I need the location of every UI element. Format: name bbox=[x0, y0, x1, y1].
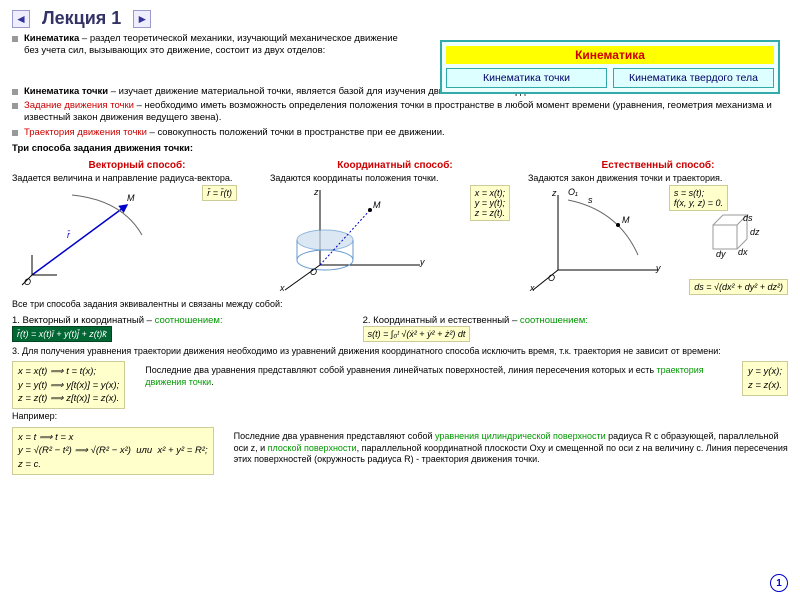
m3-formula1: s = s(t); f(x, y, z) = 0. bbox=[669, 185, 728, 211]
m2-desc: Задаются координаты положения точки. bbox=[270, 173, 520, 183]
m3-title: Естественный способ: bbox=[528, 160, 788, 171]
topic-sub1: Кинематика точки bbox=[446, 68, 607, 88]
method-vector: Векторный способ: Задается величина и на… bbox=[12, 160, 262, 295]
m3-formula2: ds = √(dx² + dy² + dz²) bbox=[689, 279, 788, 295]
label-s: s bbox=[588, 195, 593, 205]
label-ds: ds bbox=[743, 213, 753, 223]
m2-formula: x = x(t); y = y(t); z = z(t). bbox=[470, 185, 510, 221]
label-z: z bbox=[552, 188, 557, 198]
vector-diagram-svg bbox=[12, 185, 172, 295]
b2-text: – необходимо иметь возможность определен… bbox=[24, 100, 772, 123]
label-M: M bbox=[127, 193, 135, 203]
m2-diagram: z y x O M x = x(t); y = y(t); z = z(t). bbox=[270, 185, 520, 295]
label-M: M bbox=[622, 215, 630, 225]
b1-term: Кинематика точки bbox=[24, 86, 108, 97]
nav-prev-icon[interactable]: ◄ bbox=[12, 10, 30, 28]
nav-next-icon[interactable]: ► bbox=[133, 10, 151, 28]
label-M: M bbox=[373, 200, 381, 210]
bullet-icon bbox=[12, 36, 18, 42]
label-y: y bbox=[420, 257, 425, 267]
label-O: O bbox=[310, 267, 317, 277]
label-z: z bbox=[314, 187, 319, 197]
relations-row: 1. Векторный и координатный – соотношени… bbox=[12, 315, 788, 342]
bullet-icon bbox=[12, 89, 18, 95]
r2-soot: соотношением: bbox=[520, 315, 588, 326]
r2-label: 2. Координатный и естественный – bbox=[363, 315, 520, 326]
label-O: O bbox=[24, 277, 31, 287]
intro-body: – раздел теоретической механики, изучающ… bbox=[24, 33, 398, 56]
label-O1: O₁ bbox=[568, 187, 578, 197]
m2-title: Координатный способ: bbox=[270, 160, 520, 171]
b2-term: Задание движения точки bbox=[24, 100, 134, 111]
label-dy: dy bbox=[716, 249, 726, 259]
m3-diagram: z y x O O₁ M s ds dz dx dy s = s(t); f(x… bbox=[528, 185, 788, 295]
method-coord: Координатный способ: Задаются координаты… bbox=[270, 160, 520, 295]
para3-r1b: . bbox=[211, 377, 214, 387]
ex-r: Последние два уравнения представляют соб… bbox=[234, 431, 435, 441]
bullet-icon bbox=[12, 103, 18, 109]
label-O: O bbox=[548, 273, 555, 283]
para3-eqs: x = x(t) ⟹ t = t(x); y = y(t) ⟹ y[t(x)] … bbox=[12, 361, 125, 409]
example-right: Последние два уравнения представляют соб… bbox=[234, 431, 788, 466]
label-r: r̄ bbox=[67, 230, 70, 240]
label-x: x bbox=[530, 283, 535, 293]
m3-desc: Задаются закон движения точки и траектор… bbox=[528, 173, 788, 183]
intro-term: Кинематика bbox=[24, 33, 79, 44]
m1-formula: r̄ = r̄(t) bbox=[202, 185, 237, 201]
label-x: x bbox=[280, 283, 285, 293]
equiv-line: Все три способа задания эквивалентны и с… bbox=[12, 299, 788, 311]
three-methods-row: Векторный способ: Задается величина и на… bbox=[12, 160, 788, 295]
rel2: 2. Координатный и естественный – соотнош… bbox=[363, 315, 588, 342]
lecture-title: Лекция 1 bbox=[42, 8, 121, 29]
example-label: Например: bbox=[12, 411, 788, 423]
r1-soot: соотношением: bbox=[155, 315, 223, 326]
r1-formula: r̄(t) = x(t)ī + y(t)j̄ + z(t)k̄ bbox=[12, 326, 112, 342]
topic-hierarchy: Кинематика Кинематика точки Кинематика т… bbox=[440, 40, 780, 94]
intro-text: Кинематика – раздел теоретической механи… bbox=[12, 33, 412, 58]
b3-term: Траектория движения точки bbox=[24, 127, 147, 138]
r1-label: 1. Векторный и координатный – bbox=[12, 315, 155, 326]
para3-r1: Последние два уравнения представляют соб… bbox=[145, 365, 656, 375]
b3-text: – совокупность положений точки в простра… bbox=[147, 127, 445, 138]
m1-title: Векторный способ: bbox=[12, 160, 262, 171]
page-number: 1 bbox=[770, 574, 788, 592]
ex-g1: уравнения цилиндрической поверхности bbox=[435, 431, 606, 441]
bullet-icon bbox=[12, 130, 18, 136]
label-dz: dz bbox=[750, 227, 760, 237]
topic-main: Кинематика bbox=[446, 46, 774, 64]
header: ◄ Лекция 1 ► bbox=[12, 8, 788, 29]
m1-desc: Задается величина и направление радиуса-… bbox=[12, 173, 262, 183]
three-methods-head: Три способа задания движения точки: bbox=[12, 143, 788, 154]
m1-diagram: O M r̄ r̄ = r̄(t) bbox=[12, 185, 262, 295]
r2-formula: s(t) = ∫₀ᵗ √(ẋ² + ẏ² + ż²) dt bbox=[363, 326, 471, 342]
label-y: y bbox=[656, 263, 661, 273]
para3-text: 3. Для получения уравнения траектории дв… bbox=[12, 346, 788, 358]
para3-right-eqs: y = y(x); z = z(x). bbox=[742, 361, 788, 396]
topic-sub2: Кинематика твердого тела bbox=[613, 68, 774, 88]
para3-right: Последние два уравнения представляют соб… bbox=[145, 365, 722, 388]
method-natural: Естественный способ: Задаются закон движ… bbox=[528, 160, 788, 295]
ex-g2: плоской поверхности bbox=[268, 443, 357, 453]
rel1: 1. Векторный и координатный – соотношени… bbox=[12, 315, 223, 342]
label-dx: dx bbox=[738, 247, 748, 257]
example-eqs: x = t ⟹ t = x y = √(R² − t²) ⟹ √(R² − x²… bbox=[12, 427, 214, 475]
